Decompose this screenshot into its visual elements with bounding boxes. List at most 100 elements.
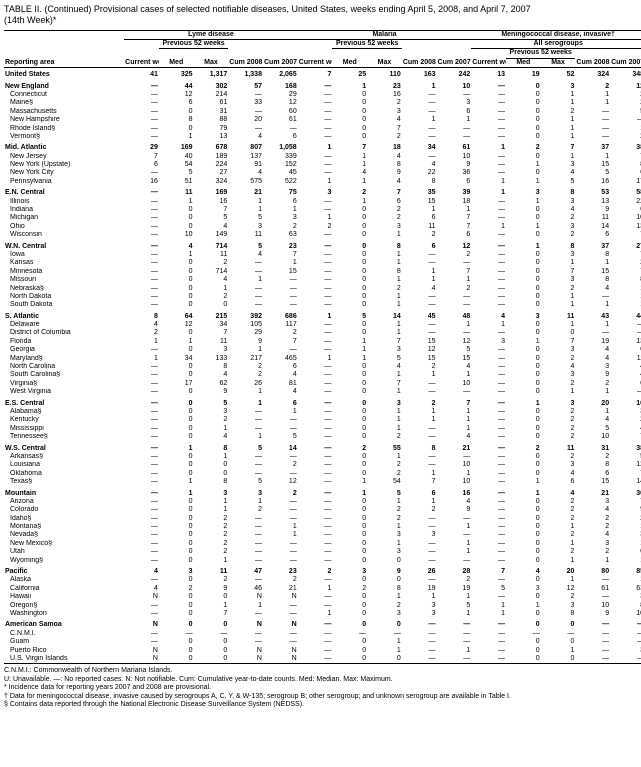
- cell: —: [124, 240, 159, 251]
- cell: 11: [541, 442, 576, 453]
- cell: 2: [541, 355, 576, 363]
- cell: 2: [541, 548, 576, 556]
- cell: 2: [575, 453, 610, 461]
- cell: 4: [575, 416, 610, 424]
- cell: 21: [263, 585, 298, 593]
- table-row: Mountain—1332—15616—142130: [4, 487, 641, 498]
- cell: —: [471, 618, 506, 629]
- cell: —: [471, 478, 506, 486]
- cell: —: [471, 557, 506, 565]
- cell: 1: [124, 355, 159, 363]
- cell: 3: [610, 531, 641, 539]
- cell: —: [124, 433, 159, 441]
- cell: —: [471, 153, 506, 161]
- cell: 3: [541, 371, 576, 379]
- cell: 8: [402, 178, 437, 186]
- cell: —: [228, 515, 263, 523]
- cell: 1: [437, 425, 472, 433]
- cell: 1: [402, 276, 437, 284]
- cell: —: [298, 655, 333, 664]
- table-row: HawaiiN00NN—0111—02—3: [4, 593, 641, 601]
- cell: 0: [194, 301, 229, 309]
- cell: —: [124, 388, 159, 396]
- cell: 51: [159, 178, 194, 186]
- row-area: Arkansas§: [4, 453, 124, 461]
- cell: —: [228, 548, 263, 556]
- row-area: Indiana: [4, 206, 124, 214]
- cell: —: [228, 285, 263, 293]
- cell: 1: [228, 388, 263, 396]
- table-row: C.N.M.I.———————————————: [4, 630, 641, 638]
- cell: 1: [575, 91, 610, 99]
- cell: 37: [575, 240, 610, 251]
- col-max-1: Max: [194, 49, 229, 68]
- cell: —: [471, 371, 506, 379]
- cell: 4: [575, 346, 610, 354]
- cell: —: [228, 425, 263, 433]
- cell: 1: [541, 153, 576, 161]
- cell: 12: [610, 80, 641, 91]
- cell: 2: [367, 285, 402, 293]
- cell: —: [437, 630, 472, 638]
- cell: 11: [228, 231, 263, 239]
- cell: 0: [506, 425, 541, 433]
- cell: —: [298, 540, 333, 548]
- cell: —: [124, 371, 159, 379]
- cell: 0: [332, 655, 367, 664]
- cell: 3: [541, 346, 576, 354]
- footnote: U: Unavailable. —: No reported cases. N:…: [4, 676, 641, 684]
- cell: —: [298, 116, 333, 124]
- cell: 0: [159, 408, 194, 416]
- cell: —: [298, 416, 333, 424]
- cell: 2: [367, 515, 402, 523]
- cell: —: [124, 416, 159, 424]
- cell: 1: [402, 116, 437, 124]
- cell: N: [228, 655, 263, 664]
- cell: —: [263, 602, 298, 610]
- cell: 0: [506, 461, 541, 469]
- cell: —: [437, 618, 472, 629]
- col-prev-1: Previous 52 weeks: [159, 39, 228, 48]
- table-row: Washington—07——10331108910: [4, 610, 641, 618]
- cell: 3: [541, 461, 576, 469]
- table-row: Massachusetts—031—60—03—6—02—5: [4, 108, 641, 116]
- cell: 1: [471, 610, 506, 618]
- row-area: Mountain: [4, 487, 124, 498]
- cell: —: [610, 388, 641, 396]
- cell: 46: [228, 585, 263, 593]
- cell: 0: [159, 602, 194, 610]
- cell: 0: [506, 470, 541, 478]
- cell: 28: [437, 565, 472, 576]
- row-area: Utah: [4, 548, 124, 556]
- cell: 0: [332, 301, 367, 309]
- cell: 1: [402, 268, 437, 276]
- cell: 1: [541, 125, 576, 133]
- cell: 3: [332, 565, 367, 576]
- cell: 1: [541, 259, 576, 267]
- cell: 1: [437, 276, 472, 284]
- cell: 2: [367, 133, 402, 141]
- table-row: Rhode Island§—079———07———01—1: [4, 125, 641, 133]
- cell: 0: [159, 206, 194, 214]
- cell: 0: [506, 329, 541, 337]
- cell: 0: [506, 268, 541, 276]
- cell: 6: [575, 470, 610, 478]
- cell: 63: [610, 585, 641, 593]
- cell: —: [471, 531, 506, 539]
- table-row: E.S. Central—0516—0327—132016: [4, 397, 641, 408]
- cell: 88: [194, 116, 229, 124]
- cell: 0: [506, 433, 541, 441]
- cell: 45: [263, 169, 298, 177]
- table-row: Michigan—055310267—021110: [4, 214, 641, 222]
- cell: —: [298, 153, 333, 161]
- cell: 27: [194, 169, 229, 177]
- cell: 2: [506, 442, 541, 453]
- cell: 8: [367, 240, 402, 251]
- cell: 8: [541, 610, 576, 618]
- table-row: Iowa—11147—01—2—0387: [4, 251, 641, 259]
- cell: 465: [263, 355, 298, 363]
- cell: —: [506, 630, 541, 638]
- cell: —: [437, 453, 472, 461]
- cell: 7: [541, 141, 576, 152]
- cell: —: [263, 557, 298, 565]
